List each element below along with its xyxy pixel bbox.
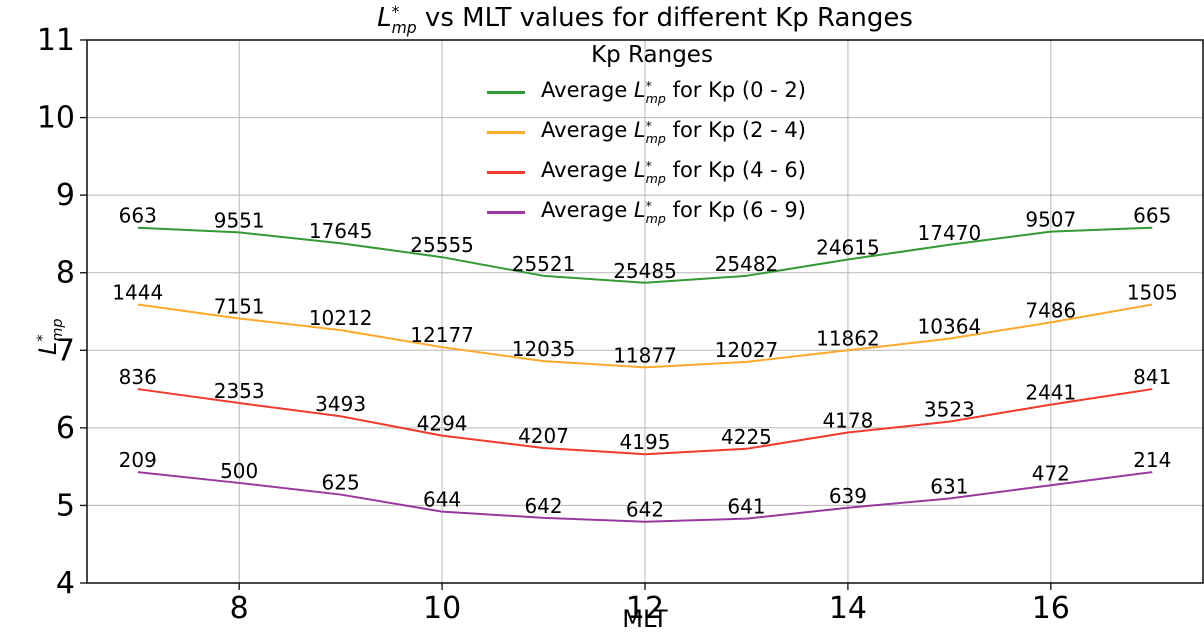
legend-entry-label: Average L * mp for Kp (6 - 9) (541, 197, 806, 226)
count-label: 9507 (1025, 208, 1076, 232)
count-label: 10364 (918, 315, 982, 339)
legend-entry-1: Average L * mp for Kp (2 - 4) (462, 112, 842, 152)
count-label: 625 (322, 471, 360, 495)
count-label: 642 (626, 498, 664, 522)
count-label: 663 (119, 204, 157, 228)
legend-entry-3: Average L * mp for Kp (6 - 9) (462, 192, 842, 232)
count-label: 25521 (512, 252, 576, 276)
count-label: 3523 (924, 398, 975, 422)
count-label: 3493 (315, 392, 366, 416)
count-label: 4294 (417, 412, 468, 436)
count-label: 4195 (620, 430, 671, 454)
count-label: 17645 (309, 219, 373, 243)
x-tick-label: 10 (423, 591, 461, 626)
legend-entry-2: Average L * mp for Kp (4 - 6) (462, 152, 842, 192)
count-label: 4225 (721, 425, 772, 449)
y-tick-label: 5 (56, 488, 75, 523)
count-label: 10212 (309, 306, 373, 330)
legend-title: Kp Ranges (591, 42, 713, 68)
legend-line-sample (487, 130, 525, 134)
count-label: 7151 (214, 294, 265, 318)
series-line-2 (137, 388, 1153, 456)
legend-line-sample (487, 90, 525, 94)
y-axis-label: L * mp (34, 318, 66, 355)
count-label: 4178 (822, 409, 873, 433)
count-label: 631 (930, 474, 968, 498)
ylabel-symbol-base: L (34, 341, 62, 355)
legend-entries: Average L * mp for Kp (0 - 2) Average L * mp … (462, 72, 842, 232)
y-tick-label: 8 (56, 256, 75, 291)
count-label: 7486 (1025, 298, 1076, 322)
chart-title: L * mp vs MLT values for different Kp Rang… (87, 3, 1203, 36)
count-label: 11877 (613, 343, 677, 367)
y-tick-label: 7 (56, 333, 75, 368)
title-text: vs MLT values for different Kp Ranges (416, 3, 913, 33)
count-label: 644 (423, 488, 461, 512)
count-label: 472 (1032, 461, 1070, 485)
count-label: 641 (727, 495, 765, 519)
count-label: 12177 (410, 323, 474, 347)
x-tick-label: 14 (829, 591, 867, 626)
count-label: 12027 (715, 338, 779, 362)
count-label: 11862 (816, 326, 880, 350)
count-label: 25485 (613, 259, 677, 283)
count-label: 2353 (214, 379, 265, 403)
count-label: 12035 (512, 337, 576, 361)
count-label: 25482 (715, 252, 779, 276)
count-label: 639 (829, 484, 867, 508)
count-label: 25555 (410, 233, 474, 257)
legend-entry-label: Average L * mp for Kp (4 - 6) (541, 157, 806, 186)
legend-line-sample (487, 170, 525, 174)
count-label: 642 (524, 494, 562, 518)
count-label: 836 (119, 365, 157, 389)
count-label: 209 (119, 448, 157, 472)
count-label: 9551 (214, 208, 265, 232)
legend-entry-0: Average L * mp for Kp (0 - 2) (462, 72, 842, 112)
legend-line-sample (487, 210, 525, 214)
x-axis-label: MLT (622, 605, 668, 633)
legend-entry-label: Average L * mp for Kp (2 - 4) (541, 117, 806, 146)
ylabel-symbol-scripts: * mp (35, 318, 67, 342)
count-label: 500 (220, 459, 258, 483)
title-symbol-base: L (377, 3, 392, 33)
series-line-1 (137, 303, 1153, 369)
count-label: 841 (1133, 365, 1171, 389)
y-tick-label: 10 (37, 101, 75, 136)
x-tick-label: 16 (1032, 591, 1070, 626)
x-tick-label: 12 (626, 591, 664, 626)
series-line-0 (137, 226, 1153, 284)
count-label: 4207 (518, 424, 569, 448)
y-tick-label: 6 (56, 411, 75, 446)
legend-entry-label: Average L * mp for Kp (0 - 2) (541, 77, 806, 106)
series-line-3 (137, 471, 1153, 523)
x-tick-label: 8 (230, 591, 249, 626)
count-label: 1505 (1127, 281, 1178, 305)
legend: Kp Ranges Average L * mp for Kp (0 - 2) Ave… (462, 40, 842, 232)
count-label: 17470 (918, 221, 982, 245)
count-label: 24615 (816, 236, 880, 260)
count-label: 2441 (1025, 381, 1076, 405)
count-label: 214 (1133, 448, 1171, 472)
y-tick-label: 11 (37, 23, 75, 58)
title-symbol-scripts: * mp (391, 2, 417, 37)
count-label: 665 (1133, 204, 1171, 228)
count-label: 1444 (112, 281, 163, 305)
y-tick-label: 4 (56, 566, 75, 601)
y-tick-label: 9 (56, 178, 75, 213)
